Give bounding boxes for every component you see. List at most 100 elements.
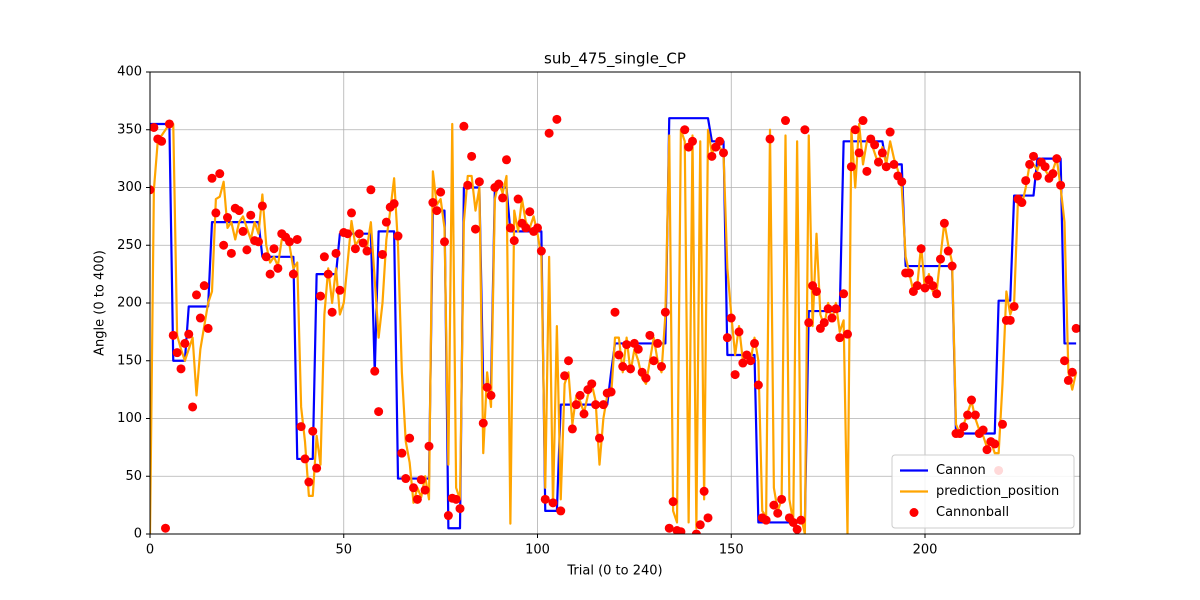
scatter-point [1025, 159, 1035, 169]
plot-area [150, 114, 1080, 534]
scatter-point [300, 454, 310, 464]
scatter-point [792, 524, 802, 534]
scatter-point [443, 511, 453, 521]
scatter-point [199, 281, 209, 291]
scatter-point [691, 529, 701, 534]
scatter-point [715, 136, 725, 146]
scatter-point [936, 254, 945, 264]
scatter-point [722, 333, 732, 343]
scatter-point [932, 289, 942, 299]
scatter-point [521, 223, 531, 233]
scatter-point [393, 231, 403, 241]
scatter-point [513, 194, 523, 204]
scatter-point [870, 140, 880, 150]
scatter-point [424, 441, 434, 451]
scatter-point [478, 418, 488, 428]
scatter-point [366, 185, 376, 195]
scatter-point [509, 236, 519, 246]
scatter-point [703, 513, 713, 523]
scatter-point [269, 244, 279, 254]
scatter-point [273, 263, 283, 273]
scatter-point [707, 151, 717, 161]
x-tick-label: 200 [913, 543, 938, 558]
scatter-point [846, 162, 856, 172]
scatter-point [238, 226, 248, 236]
scatter-point [598, 400, 608, 410]
scatter-point [633, 344, 643, 354]
ticks: 0 50 100 150 200 0 50 100 150 200 250 300 350 400 [117, 65, 937, 558]
y-tick-label: 150 [117, 353, 142, 368]
scatter-point [432, 206, 442, 216]
scatter-point [502, 155, 511, 165]
x-tick-label: 0 [146, 543, 154, 558]
scatter-point [203, 323, 213, 333]
y-axis-label: Angle (0 to 400) [93, 250, 108, 356]
scatter-point [575, 390, 585, 400]
scatter-point [323, 269, 333, 279]
scatter-point [150, 185, 155, 195]
scatter-point [455, 504, 465, 514]
scatter-point [150, 122, 159, 132]
scatter-point [947, 261, 957, 271]
scatter-point [587, 379, 597, 389]
scatter-point [963, 410, 973, 420]
y-tick-label: 300 [117, 180, 142, 195]
scatter-point [378, 249, 387, 259]
scatter-point [459, 121, 469, 131]
scatter-point [533, 223, 542, 233]
scatter-point [761, 515, 771, 525]
scatter-point [916, 244, 926, 254]
scatter-point [750, 338, 759, 348]
scatter-point [1029, 151, 1038, 161]
scatter-point [211, 208, 221, 218]
scatter-point [350, 244, 360, 254]
scatter-point [285, 237, 294, 247]
scatter-point [839, 289, 849, 299]
scatter-point [823, 304, 833, 314]
scatter-point [347, 208, 356, 218]
scatter-point [525, 207, 535, 217]
scatter-point [192, 290, 201, 300]
scatter-point [970, 410, 980, 420]
scatter-point [544, 128, 554, 138]
x-tick-label: 150 [719, 543, 744, 558]
scatter-point [164, 119, 174, 129]
scatter-point [412, 494, 422, 504]
scatter-point [215, 169, 225, 179]
scatter-point [738, 358, 748, 368]
scatter-point [943, 246, 953, 256]
scatter-point [180, 338, 190, 348]
scatter-point [560, 371, 570, 381]
scatter-point [471, 224, 480, 234]
scatter-point [548, 498, 558, 508]
scatter-point [579, 409, 589, 419]
scatter-point [812, 286, 821, 296]
scatter-point [719, 148, 728, 158]
scatter-point [440, 237, 449, 247]
scatter-point [486, 390, 496, 400]
scatter-point [436, 187, 446, 197]
scatter-point [831, 304, 841, 314]
scatter-point [157, 136, 167, 146]
scatter-point [734, 327, 744, 337]
scatter-point [885, 127, 895, 137]
x-tick-label: 50 [335, 543, 352, 558]
scatter-point [401, 474, 411, 484]
scatter-point [699, 486, 709, 496]
scatter-point [556, 506, 566, 516]
scatter-point [730, 370, 740, 380]
scatter-point [653, 338, 663, 348]
scatter-point [312, 463, 322, 473]
scatter-point [405, 433, 415, 443]
x-tick-label: 100 [525, 543, 550, 558]
scatter-point [370, 366, 380, 376]
scatter-point [850, 125, 860, 135]
scatter-point [219, 240, 229, 250]
scatter-point [804, 318, 814, 328]
scatter-point [176, 364, 186, 374]
scatter-point [571, 400, 581, 410]
legend-box [891, 454, 1075, 529]
scatter-point [374, 407, 384, 417]
scatter-point [676, 527, 686, 534]
scatter-point [409, 483, 418, 493]
